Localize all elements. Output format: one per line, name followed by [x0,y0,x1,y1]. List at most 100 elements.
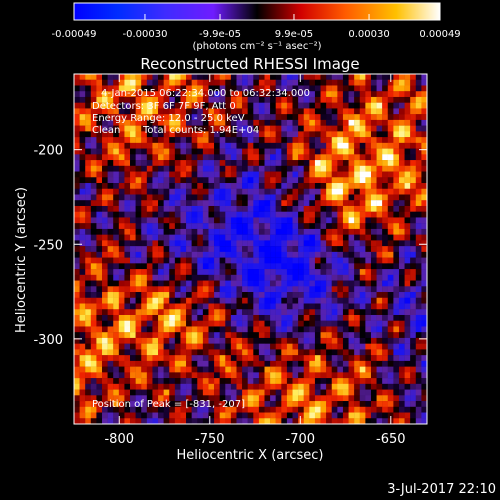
heatmap-cell [130,343,136,350]
heatmap-cell [281,401,288,407]
heatmap-cell [247,343,254,350]
heatmap-cell [230,263,237,270]
heatmap-cell [135,165,142,172]
heatmap-cell [118,389,125,396]
heatmap-cell [331,349,338,356]
heatmap-cell [382,240,388,247]
heatmap-cell [169,349,176,356]
heatmap-cell [320,395,327,402]
heatmap-cell [270,102,276,109]
heatmap-cell [242,131,248,138]
heatmap-cell [376,114,383,121]
heatmap-cell [359,171,366,178]
heatmap-cell [258,96,265,103]
heatmap-cell [74,389,80,396]
heatmap-cell [158,389,164,396]
heatmap-cell [158,205,164,212]
heatmap-cell [421,217,428,224]
heatmap-cell [393,125,400,132]
heatmap-cell [180,326,187,333]
heatmap-cell [236,378,243,385]
heatmap-cell [281,131,288,138]
heatmap-cell [90,171,97,178]
heatmap-cell [298,119,304,126]
heatmap-cell [79,320,86,327]
heatmap-cell [186,102,192,109]
heatmap-cell [275,383,282,390]
heatmap-cell [370,211,377,218]
heatmap-cell [286,194,293,201]
heatmap-cell [186,223,192,230]
heatmap-cell [214,263,220,270]
heatmap-cell [365,257,372,264]
heatmap-cell [146,401,153,407]
heatmap-cell [298,389,304,396]
heatmap-cell [141,372,148,379]
heatmap-cell [359,183,366,189]
heatmap-cell [415,234,422,241]
heatmap-cell [169,274,176,281]
heatmap-cell [359,160,366,167]
heatmap-cell [79,171,86,178]
heatmap-cell [236,349,243,356]
heatmap-cell [174,378,181,385]
heatmap-cell [135,79,142,86]
heatmap-cell [146,91,153,98]
heatmap-cell [158,406,164,413]
heatmap-cell [354,114,360,121]
x-tick-label: -650 [376,432,406,447]
heatmap-cell [186,160,192,167]
heatmap-cell [180,412,187,419]
heatmap-cell [146,228,153,235]
heatmap-cell [292,108,299,115]
heatmap-cell [219,280,226,287]
heatmap-cell [208,102,215,109]
heatmap-cell [275,228,282,235]
heatmap-cell [354,401,360,407]
heatmap-cell [225,314,232,321]
heatmap-cell [107,378,114,385]
heatmap-cell [141,171,148,178]
heatmap-cell [163,378,170,385]
y-axis-ticks [74,149,427,340]
heatmap-cell [169,211,176,218]
heatmap-cell [410,137,416,144]
heatmap-cell [298,183,304,189]
heatmap-cell [146,297,153,304]
heatmap-cell [180,257,187,264]
heatmap-cell [382,125,388,132]
heatmap-cell [404,343,411,350]
heatmap-cell [85,257,92,264]
heatmap-cell [158,142,164,149]
heatmap-cell [365,251,372,258]
heatmap-cell [292,280,299,287]
heatmap-cell [202,234,209,241]
heatmap-cell [342,269,349,276]
heatmap-cell [410,91,416,98]
heatmap-cell [107,383,114,390]
heatmap-cell [225,320,232,327]
heatmap-cell [236,102,243,109]
heatmap-cell [113,160,120,167]
heatmap-cell [281,91,288,98]
heatmap-cell [202,171,209,178]
heatmap-cell [393,412,400,419]
heatmap-cell [314,343,321,350]
heatmap-cell [342,171,349,178]
heatmap-cell [264,366,271,373]
heatmap-cell [286,337,293,344]
heatmap-cell [74,274,80,281]
heatmap-cell [387,360,394,367]
heatmap-cell [354,309,360,316]
heatmap-cell [191,148,198,155]
heatmap-cell [309,108,316,115]
heatmap-cell [342,246,349,253]
heatmap-cell [247,194,254,201]
heatmap-cell [393,142,400,149]
heatmap-cell [163,148,170,155]
heatmap-cell [348,194,355,201]
heatmap-cell [219,401,226,407]
heatmap-cell [253,343,260,350]
heatmap-cell [152,343,159,350]
heatmap-cell [214,314,220,321]
